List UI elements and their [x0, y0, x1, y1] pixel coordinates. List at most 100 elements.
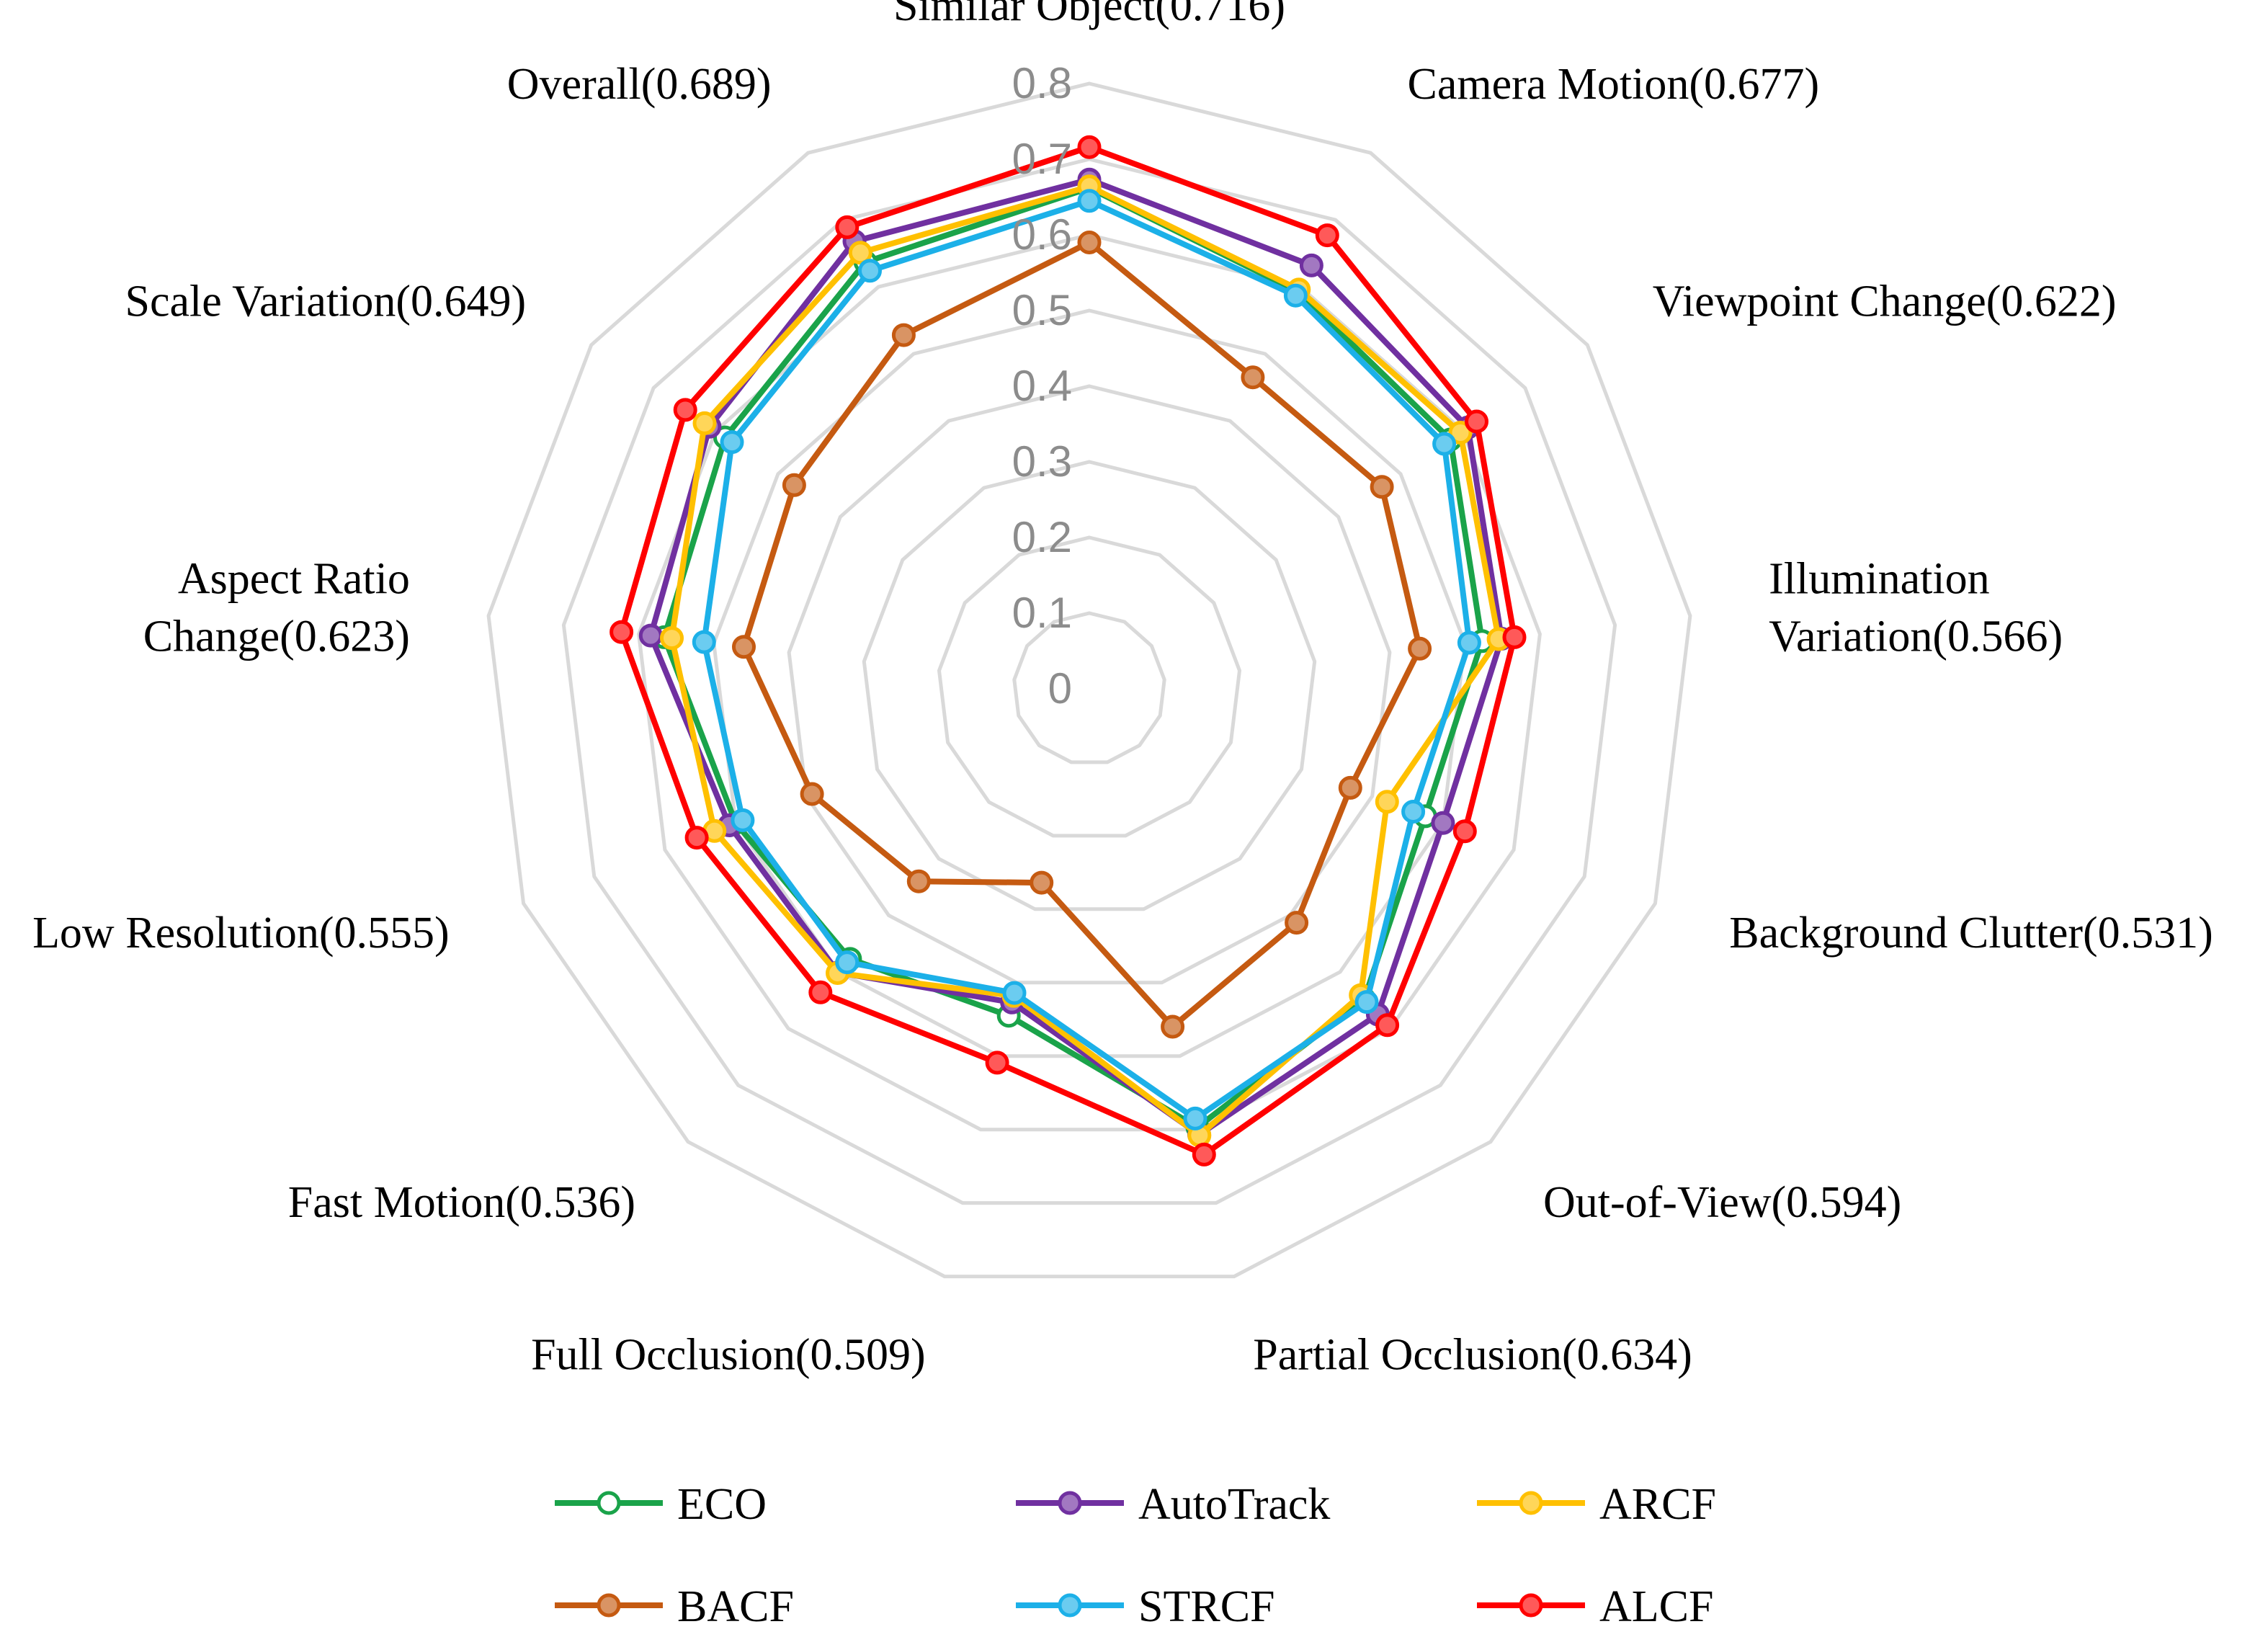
legend: ECO AutoTrack ARCF BACF STRCF ALCF: [555, 1480, 1716, 1631]
grid-ring: [1012, 611, 1166, 764]
data-point-arcf: [1375, 790, 1399, 814]
data-point-alcf: [684, 826, 709, 850]
data-point-autotrack: [638, 623, 663, 648]
category-label: Background Clutter(0.531): [1729, 909, 2213, 958]
category-label: Scale Variation(0.649): [125, 277, 526, 326]
category-label: Viewpoint Change(0.622): [1653, 277, 2117, 326]
legend-swatch-marker: [1519, 1491, 1543, 1515]
data-point-bacf: [732, 635, 756, 659]
data-point-strcf: [1354, 990, 1379, 1014]
tick-label: 0: [1048, 664, 1072, 713]
legend-item-bacf: BACF: [555, 1582, 794, 1631]
data-point-strcf: [1283, 283, 1308, 308]
legend-swatch-marker: [1058, 1593, 1082, 1618]
tick-label: 0.3: [1012, 437, 1072, 486]
data-point-alcf: [610, 620, 634, 644]
tick-label: 0.1: [1012, 589, 1072, 637]
legend-item-autotrack: AutoTrack: [1016, 1480, 1330, 1529]
legend-label: AutoTrack: [1138, 1480, 1330, 1529]
category-label: Aspect Ratio Change(0.623): [143, 555, 410, 661]
data-point-alcf: [985, 1051, 1009, 1075]
tick-label: 0.8: [1012, 59, 1072, 107]
legend-label: ALCF: [1599, 1582, 1713, 1631]
data-point-bacf: [1338, 775, 1362, 800]
data-point-alcf: [1465, 409, 1488, 434]
legend-swatch-marker: [1519, 1593, 1543, 1618]
data-point-strcf: [858, 259, 882, 283]
data-point-strcf: [1401, 800, 1426, 824]
data-point-alcf: [1502, 625, 1527, 649]
series-line-alcf: [618, 144, 1517, 1158]
data-point-alcf: [673, 398, 697, 422]
legend-label: STRCF: [1138, 1582, 1275, 1631]
data-point-strcf: [1183, 1106, 1207, 1130]
legend-item-strcf: STRCF: [1016, 1582, 1275, 1631]
data-point-bacf: [1030, 870, 1054, 895]
category-label: Out-of-View(0.594): [1543, 1178, 1901, 1227]
data-point-bacf: [1285, 911, 1309, 935]
grid-ring: [787, 384, 1392, 985]
tick-label: 0.5: [1012, 286, 1072, 334]
legend-label: ARCF: [1599, 1480, 1716, 1529]
data-point-alcf: [1452, 819, 1477, 844]
data-point-bacf: [1077, 231, 1102, 254]
data-point-alcf: [808, 980, 833, 1004]
grid-ring: [937, 535, 1242, 838]
legend-swatch-marker: [1058, 1491, 1082, 1515]
data-point-alcf: [1375, 1013, 1400, 1038]
data-point-alcf: [1192, 1142, 1216, 1167]
grid-ring: [561, 157, 1617, 1205]
data-point-strcf: [720, 430, 744, 455]
legend-item-alcf: ALCF: [1477, 1582, 1713, 1631]
grid-ring: [862, 460, 1317, 911]
category-label: Illumination Variation(0.566): [1769, 555, 2063, 661]
data-point-bacf: [1241, 365, 1265, 390]
legend-item-arcf: ARCF: [1477, 1480, 1716, 1529]
category-labels: Similar Object(0.716) Camera Motion(0.677…: [32, 0, 2213, 1379]
tick-label: 0.4: [1012, 362, 1072, 410]
data-point-alcf: [1315, 223, 1339, 248]
category-label: Low Resolution(0.555): [32, 909, 450, 958]
data-point-strcf: [731, 808, 755, 832]
data-point-autotrack: [1431, 811, 1455, 835]
data-point-strcf: [1432, 432, 1457, 456]
data-point-arcf: [1448, 421, 1473, 445]
data-point-arcf: [848, 241, 872, 265]
data-point-alcf: [835, 215, 860, 239]
series-strcf: [692, 189, 1481, 1130]
legend-swatch-marker: [597, 1593, 621, 1618]
series-line-bacf: [741, 239, 1423, 1030]
category-label: Camera Motion(0.677): [1408, 60, 1820, 109]
data-point-bacf: [1161, 1014, 1185, 1039]
grid-ring: [712, 308, 1467, 1058]
series-line-autotrack: [648, 177, 1505, 1138]
category-label: Partial Occlusion(0.634): [1253, 1330, 1692, 1379]
radial-tick-labels: 0 0.1 0.2 0.3 0.4 0.5 0.6 0.7 0.8: [1012, 59, 1072, 713]
series-line-eco: [661, 184, 1486, 1130]
data-point-strcf: [1077, 189, 1102, 213]
data-point-bacf: [782, 473, 806, 497]
data-point-strcf: [835, 950, 860, 975]
data-point-strcf: [692, 630, 716, 654]
data-point-bacf: [1370, 475, 1394, 499]
data-point-strcf: [1002, 981, 1027, 1005]
radar-series: [610, 135, 1527, 1167]
series-alcf: [610, 135, 1527, 1167]
series-line-strcf: [701, 197, 1473, 1122]
legend-label: ECO: [677, 1480, 767, 1529]
tick-label: 0.6: [1012, 210, 1072, 259]
series-bacf: [732, 231, 1432, 1039]
tick-label: 0.2: [1012, 513, 1072, 561]
data-point-bacf: [1408, 636, 1432, 661]
category-label: Similar Object(0.716): [893, 0, 1285, 30]
data-point-strcf: [1457, 630, 1481, 655]
series-line-arcf: [669, 183, 1502, 1138]
data-point-arcf: [692, 411, 717, 435]
data-point-bacf: [891, 323, 916, 347]
data-point-autotrack: [1299, 253, 1323, 277]
legend-item-eco: ECO: [555, 1480, 767, 1529]
legend-swatch-marker: [597, 1491, 621, 1515]
category-label: Fast Motion(0.536): [288, 1178, 635, 1227]
grid-ring: [486, 81, 1692, 1279]
